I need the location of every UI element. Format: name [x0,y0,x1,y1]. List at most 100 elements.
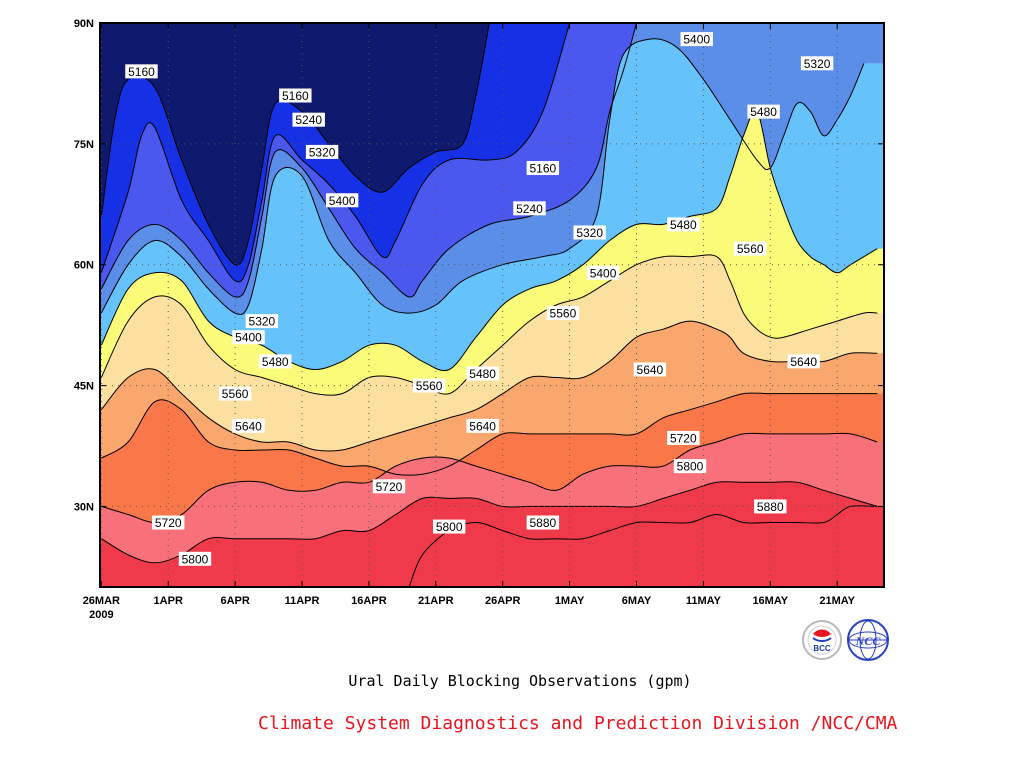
contour-line-5960 [408,505,878,587]
contour-label: 5400 [235,331,262,345]
y-tick-label: 90N [74,18,94,30]
x-tick-label: 21APR [418,595,454,607]
contour-label-box [412,378,446,393]
contour-label: 5640 [637,363,664,377]
contour-label: 5720 [670,431,697,445]
contour-label: 5480 [262,355,289,369]
contour-line-5320 [100,23,637,298]
x-tick-label: 26MAR [83,595,120,607]
contour-label: 5560 [550,307,577,321]
contour-label-box [526,161,560,176]
y-tick-label: 75N [74,139,94,151]
contour-label-box [305,144,339,159]
contour-label: 5720 [155,516,182,530]
contour-label: 5640 [235,419,262,433]
credit-line: Climate System Diagnostics and Predictio… [258,713,898,734]
contour-label-box [747,104,780,119]
contour-label-box [125,64,158,79]
plot-frame [99,22,885,588]
ncc-logo: NCC [847,619,889,661]
contour-label-box [680,32,713,47]
contour-label: 5320 [576,226,603,240]
contour-label-box [325,193,359,208]
contour-line-5880 [101,481,878,564]
contour-label: 5160 [128,65,155,79]
contour-label: 5720 [376,480,403,494]
contour-label: 5400 [590,266,617,280]
contour-label: 5400 [683,33,710,47]
contour-label-box [787,354,820,369]
contour-label: 5320 [249,315,276,329]
y-tick-label: 30N [74,501,94,513]
x-tick-label: 11APR [285,595,320,607]
contour-label: 5640 [790,355,817,369]
contour-label-box [178,551,212,566]
contour-label-box [513,201,546,216]
contour-line-5720 [101,392,878,476]
contour-label-box [245,314,279,329]
contour-label: 5640 [469,419,496,433]
x-tick-label: 26APR [485,595,521,607]
x-tick-label: 11MAY [686,595,722,607]
contour-label-box [152,515,185,530]
contour-label: 5320 [309,145,336,159]
contour-label-box [734,241,767,256]
contour-label: 5560 [416,379,443,393]
x-tick-label: 6APR [220,595,249,607]
contour-label: 5800 [677,460,704,474]
contour-label: 5240 [516,202,543,216]
contour-line-5160 [100,23,490,266]
svg-text:BCC: BCC [813,644,831,653]
x-tick-label: 1MAY [555,595,585,607]
x-tick-label: 6MAY [622,595,652,607]
contour-label: 5560 [737,242,764,256]
bcc-logo: BCC [802,620,842,660]
contour-label: 5320 [804,57,831,71]
contour-label: 5160 [282,89,309,103]
x-tick-year-label: 2009 [89,609,113,621]
contour-label: 5880 [757,500,784,514]
y-tick-label: 60N [74,260,94,272]
contour-label-box [232,418,265,433]
contour-label: 5480 [670,218,697,232]
contour-label: 5240 [295,113,322,127]
contour-label-box [667,217,700,232]
contour-label-box [218,386,252,401]
contour-label: 5480 [469,367,496,381]
x-tick-label: 16APR [351,595,387,607]
contour-label-box [573,225,606,240]
band-above-5960 [409,505,884,587]
contour-label: 5800 [436,520,463,534]
contour-label-box [259,354,292,369]
chart-title: Ural Daily Blocking Observations (gpm) [348,672,692,690]
contour-label-box [432,519,466,534]
contour-line-5400 [100,38,865,316]
y-tick-label: 45N [74,381,94,393]
contour-label-box [673,459,707,474]
axis-tick-layer: 26MAR 2009 1APR 6APR 11APR 16APR 21APR 26APR 1MA… [74,18,884,621]
contour-label: 5560 [222,387,249,401]
contour-label-box [372,479,406,494]
contour-label-box [754,499,787,514]
contour-label-box [586,265,620,280]
contour-label-box [466,418,499,433]
contour-label: 5800 [182,552,209,566]
contour-line-5640 [100,320,878,452]
contour-label-box [232,330,265,345]
contour-label-box [466,366,499,381]
x-tick-label: 21MAY [819,595,855,607]
contour-line-5560 [100,254,878,396]
contour-label-layer: 5160 5160 5240 5320 5400 5160 5240 5320 5400 5400… [125,32,834,566]
contour-label: 5160 [529,162,556,176]
contour-label-box [633,362,667,377]
contour-line-5800 [101,432,878,524]
contour-label-box [800,56,834,71]
contour-label: 5400 [329,194,356,208]
contour-label: 5480 [750,105,777,119]
contour-label-box [292,112,325,127]
x-tick-label: 16MAY [752,595,788,607]
contour-label-box [279,88,312,103]
contour-label-box [526,515,560,530]
contour-fill-layer [100,23,884,587]
